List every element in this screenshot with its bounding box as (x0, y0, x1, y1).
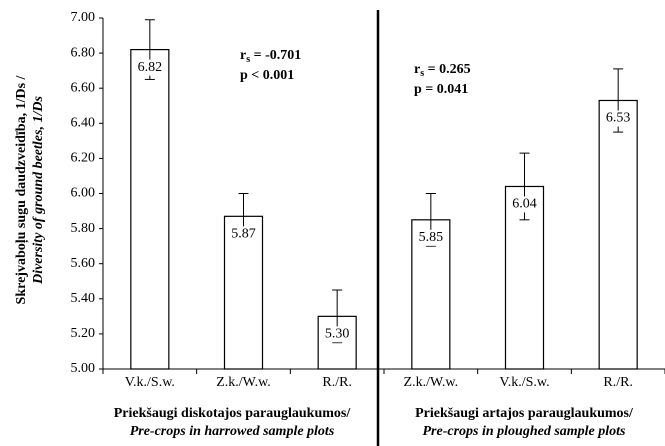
y-tick-label: 5.60 (71, 256, 96, 271)
annotation: p = 0.041 (414, 82, 468, 97)
x-tick-label: R./R. (603, 375, 633, 390)
x-tick-label: Z.k./W.w. (404, 375, 459, 390)
x-tick-label: V.k./S.w. (125, 375, 175, 390)
y-label-line: Diversity of ground beetles, 1/Ds (31, 96, 46, 285)
y-axis-label: Skrejvaboļu sugu daudzveidība, 1/Ds / Di… (14, 74, 46, 304)
bar (130, 48, 170, 370)
y-label-line: Skrejvaboļu sugu daudzveidība, 1/Ds / (14, 74, 29, 304)
y-tick-label: 6.40 (71, 116, 96, 131)
value-label: 5.30 (325, 327, 350, 342)
value-label-bg (507, 196, 542, 213)
value-label: 5.87 (231, 227, 256, 242)
value-label: 5.85 (419, 230, 444, 245)
y-tick-label: 6.60 (71, 80, 96, 95)
y-tick-label: 7.00 (71, 10, 96, 25)
y-tick-label: 5.20 (71, 326, 96, 341)
x-tick-label: V.k./S.w. (499, 375, 549, 390)
x-tick-label: R./R. (322, 375, 352, 390)
value-label-bg (320, 326, 355, 343)
group-label: Priekšaugi diskotajos parauglaukumos/ (114, 406, 352, 421)
y-tick-label: 5.40 (71, 291, 96, 306)
y-tick-label: 6.80 (71, 45, 96, 60)
annotation: rs = 0.265 (414, 62, 471, 79)
value-label: 6.04 (512, 197, 537, 212)
value-label: 6.53 (606, 111, 631, 126)
y-tick-label: 5.80 (71, 221, 96, 236)
group-sublabel: Pre-crops in harrowed sample plots (130, 424, 335, 439)
x-tick-label: Z.k./W.w. (216, 375, 271, 390)
value-label: 6.82 (138, 60, 163, 75)
y-tick-label: 6.00 (71, 186, 96, 201)
group-sublabel: Pre-crops in ploughed sample plots (422, 424, 626, 439)
annotation: p < 0.001 (240, 68, 294, 83)
value-label-bg (601, 110, 636, 127)
group-label: Priekšaugi artajos parauglaukumos/ (415, 406, 634, 421)
y-tick-label: 6.20 (71, 151, 96, 166)
y-tick-label: 5.00 (71, 361, 96, 376)
value-label-bg (132, 59, 167, 76)
value-label-bg (413, 229, 448, 246)
annotation: rs = -0.701 (240, 48, 301, 65)
bar (598, 99, 638, 370)
value-label-bg (226, 226, 261, 243)
